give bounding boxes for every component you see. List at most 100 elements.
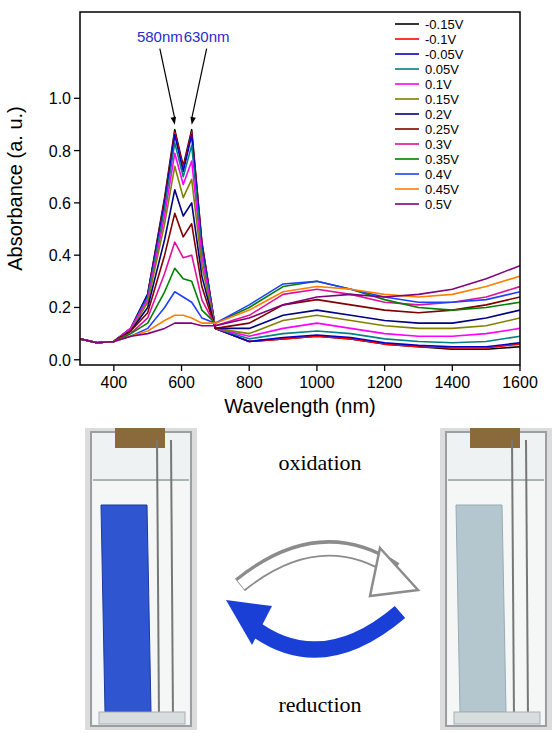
spectrum-line xyxy=(80,143,520,343)
legend-label: 0.4V xyxy=(425,167,452,182)
plot-frame xyxy=(80,12,520,365)
spectrum-line xyxy=(80,130,520,350)
legend-swatch xyxy=(395,23,419,25)
photo-background xyxy=(85,428,197,730)
legend-label: 0.45V xyxy=(425,182,459,197)
x-tick xyxy=(316,365,317,371)
arrow-head xyxy=(190,117,195,125)
legend-swatch xyxy=(395,38,419,40)
x-tick xyxy=(181,365,182,371)
legend-label: 0.15V xyxy=(425,92,459,107)
y-tick-label: 0.8 xyxy=(49,143,71,160)
spectrum-line xyxy=(80,266,520,343)
oxidation-label: oxidation xyxy=(278,450,361,475)
legend: -0.15V-0.1V-0.05V0.05V0.1V0.15V0.2V0.25V… xyxy=(395,17,464,212)
x-tick xyxy=(452,365,453,371)
wire xyxy=(512,440,514,720)
annotation: 630nm xyxy=(184,28,230,45)
x-tick xyxy=(113,365,114,371)
oxidation-arrow-head xyxy=(370,548,418,596)
x-tick-label: 800 xyxy=(236,374,263,391)
spectrum-line xyxy=(80,166,520,342)
photo-background xyxy=(440,428,552,730)
x-tick-label: 1400 xyxy=(435,374,471,391)
y-tick-label: 0.4 xyxy=(49,247,71,264)
legend-label: 0.25V xyxy=(425,122,459,137)
spectrum-line xyxy=(80,242,520,343)
cuvette-base xyxy=(99,712,185,724)
y-tick xyxy=(74,202,80,203)
spectrum-line xyxy=(80,135,520,347)
x-tick-label: 1600 xyxy=(502,374,538,391)
x-tick xyxy=(519,365,520,371)
oxidation-arrow xyxy=(240,548,395,585)
legend-swatch xyxy=(395,128,419,130)
legend-swatch xyxy=(395,53,419,55)
electrochromic-film xyxy=(456,505,506,712)
photo-reduced xyxy=(85,428,197,730)
plot-area xyxy=(80,130,520,350)
spectrum-line xyxy=(80,132,520,348)
y-tick xyxy=(74,307,80,308)
y-tick xyxy=(74,150,80,151)
y-tick xyxy=(74,359,80,360)
spectrum-line xyxy=(80,213,520,342)
y-tick-label: 0.0 xyxy=(49,352,71,369)
x-tick-label: 1200 xyxy=(367,374,403,391)
annotation: 580nm xyxy=(137,28,183,45)
legend-swatch xyxy=(395,173,419,175)
legend-swatch xyxy=(395,203,419,205)
x-tick xyxy=(249,365,250,371)
legend-swatch xyxy=(395,143,419,145)
legend-swatch xyxy=(395,83,419,85)
reduction-label: reduction xyxy=(278,692,361,717)
y-tick xyxy=(74,98,80,99)
legend-label: 0.2V xyxy=(425,107,452,122)
wire xyxy=(526,440,528,720)
meniscus xyxy=(93,479,189,481)
legend-label: 0.5V xyxy=(425,197,452,212)
y-tick-label: 0.6 xyxy=(49,195,71,212)
spectrum-line xyxy=(80,268,520,343)
photo-oxidized xyxy=(440,428,552,730)
x-tick-label: 400 xyxy=(100,374,127,391)
legend-swatch xyxy=(395,113,419,115)
cuvette-glass xyxy=(91,432,191,726)
reduction-arrow-head xyxy=(226,600,272,645)
legend-label: 0.35V xyxy=(425,152,459,167)
electrochromic-film xyxy=(101,505,151,712)
legend-label: -0.05V xyxy=(425,47,464,62)
legend-swatch xyxy=(395,158,419,160)
x-tick-label: 600 xyxy=(168,374,195,391)
spectrum-line xyxy=(80,190,520,343)
annotation-arrow xyxy=(160,49,175,119)
meniscus xyxy=(448,479,544,481)
legend-label: -0.1V xyxy=(425,32,456,47)
legend-swatch xyxy=(395,68,419,70)
cuvette-glass xyxy=(446,432,546,726)
reduction-arrow xyxy=(250,612,400,650)
cuvette-base xyxy=(454,712,540,724)
electrolyte xyxy=(93,480,189,724)
legend-swatch xyxy=(395,188,419,190)
legend-label: 0.05V xyxy=(425,62,459,77)
legend-label: -0.15V xyxy=(425,17,464,32)
spectrum-line xyxy=(80,153,520,343)
spectrum-line xyxy=(80,276,520,343)
legend-label: 0.3V xyxy=(425,137,452,152)
figure: 40060080010001200140016000.00.20.40.60.8… xyxy=(0,0,559,733)
annotation-arrow xyxy=(192,49,207,119)
wire xyxy=(171,440,173,720)
x-tick xyxy=(384,365,385,371)
arrow-head xyxy=(171,117,176,125)
electrolyte xyxy=(448,480,544,724)
y-axis-title: Absorbance (a. u.) xyxy=(4,106,26,271)
legend-swatch xyxy=(395,98,419,100)
x-tick-label: 1000 xyxy=(299,374,335,391)
y-tick xyxy=(74,255,80,256)
legend-label: 0.1V xyxy=(425,77,452,92)
y-tick-label: 1.0 xyxy=(49,90,71,107)
x-axis-title: Wavelength (nm) xyxy=(224,395,376,417)
wire xyxy=(157,440,159,720)
oxidation-arrow-inner xyxy=(241,549,394,585)
